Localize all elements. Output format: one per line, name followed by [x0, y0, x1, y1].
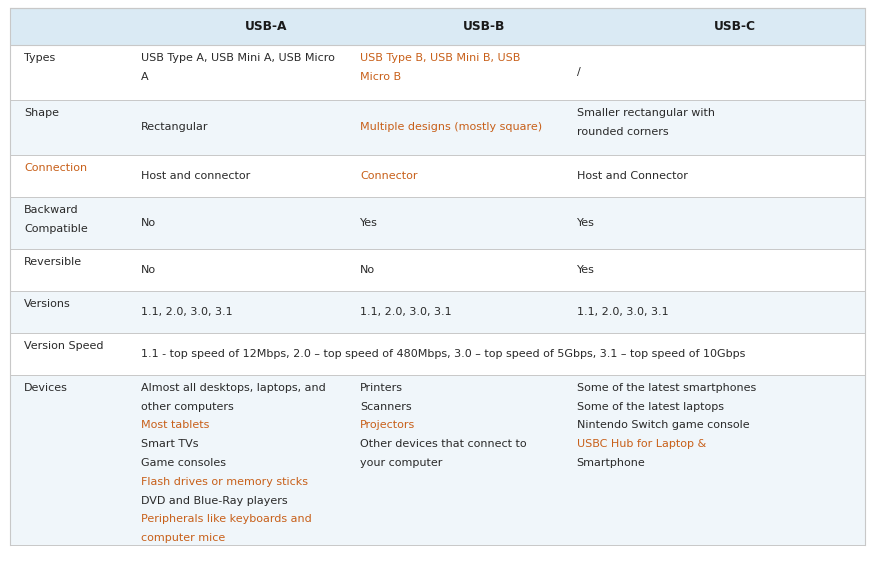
Text: Flash drives or memory sticks: Flash drives or memory sticks	[141, 477, 307, 487]
Text: No: No	[141, 265, 156, 275]
Text: Smartphone: Smartphone	[577, 458, 646, 468]
Text: Scanners: Scanners	[360, 402, 412, 412]
Text: Connection: Connection	[24, 163, 88, 173]
Text: Most tablets: Most tablets	[141, 420, 209, 431]
Text: USB-A: USB-A	[245, 20, 287, 33]
Text: Nintendo Switch game console: Nintendo Switch game console	[577, 420, 749, 431]
Bar	[10, 375, 865, 545]
Text: Multiple designs (mostly square): Multiple designs (mostly square)	[360, 123, 542, 132]
Text: Printers: Printers	[360, 383, 403, 393]
Text: 1.1, 2.0, 3.0, 3.1: 1.1, 2.0, 3.0, 3.1	[360, 307, 452, 317]
Text: Devices: Devices	[24, 383, 68, 393]
Bar	[10, 197, 865, 249]
Text: your computer: your computer	[360, 458, 443, 468]
Text: Compatible: Compatible	[24, 224, 88, 234]
Text: USB Type A, USB Mini A, USB Micro: USB Type A, USB Mini A, USB Micro	[141, 53, 334, 63]
Text: No: No	[360, 265, 375, 275]
Text: Almost all desktops, laptops, and: Almost all desktops, laptops, and	[141, 383, 326, 393]
Text: Micro B: Micro B	[360, 72, 402, 82]
Bar	[10, 100, 865, 155]
Text: Game consoles: Game consoles	[141, 458, 226, 468]
Text: computer mice: computer mice	[141, 533, 225, 543]
Text: rounded corners: rounded corners	[577, 127, 668, 137]
Text: Backward: Backward	[24, 205, 79, 215]
Text: Types: Types	[24, 53, 55, 63]
Text: Shape: Shape	[24, 108, 60, 118]
Bar	[10, 249, 865, 291]
Text: 1.1 - top speed of 12Mbps, 2.0 – top speed of 480Mbps, 3.0 – top speed of 5Gbps,: 1.1 - top speed of 12Mbps, 2.0 – top spe…	[141, 349, 745, 359]
Bar	[10, 291, 865, 333]
Text: Projectors: Projectors	[360, 420, 416, 431]
Text: USBC Hub for Laptop &: USBC Hub for Laptop &	[577, 439, 706, 449]
Text: DVD and Blue-Ray players: DVD and Blue-Ray players	[141, 495, 287, 506]
Text: Smaller rectangular with: Smaller rectangular with	[577, 108, 715, 118]
Bar	[10, 45, 865, 100]
Bar	[10, 333, 865, 375]
Text: Version Speed: Version Speed	[24, 341, 104, 351]
Text: Yes: Yes	[577, 265, 594, 275]
Text: /: /	[577, 68, 580, 77]
Text: 1.1, 2.0, 3.0, 3.1: 1.1, 2.0, 3.0, 3.1	[577, 307, 668, 317]
Text: Yes: Yes	[360, 218, 378, 228]
Text: other computers: other computers	[141, 402, 234, 412]
Text: Some of the latest smartphones: Some of the latest smartphones	[577, 383, 756, 393]
Text: Host and Connector: Host and Connector	[577, 171, 688, 181]
Text: USB-B: USB-B	[463, 20, 505, 33]
Text: Yes: Yes	[577, 218, 594, 228]
Text: USB Type B, USB Mini B, USB: USB Type B, USB Mini B, USB	[360, 53, 521, 63]
Text: A: A	[141, 72, 148, 82]
Bar	[10, 8, 865, 45]
Text: No: No	[141, 218, 156, 228]
Bar	[10, 155, 865, 197]
Text: Other devices that connect to: Other devices that connect to	[360, 439, 527, 449]
Text: Host and connector: Host and connector	[141, 171, 249, 181]
Text: Versions: Versions	[24, 299, 71, 309]
Text: Reversible: Reversible	[24, 257, 82, 267]
Text: Peripherals like keyboards and: Peripherals like keyboards and	[141, 514, 312, 524]
Text: Smart TVs: Smart TVs	[141, 439, 198, 449]
Text: Connector: Connector	[360, 171, 417, 181]
Text: USB-C: USB-C	[714, 20, 756, 33]
Text: Some of the latest laptops: Some of the latest laptops	[577, 402, 724, 412]
Text: Rectangular: Rectangular	[141, 123, 208, 132]
Text: 1.1, 2.0, 3.0, 3.1: 1.1, 2.0, 3.0, 3.1	[141, 307, 232, 317]
